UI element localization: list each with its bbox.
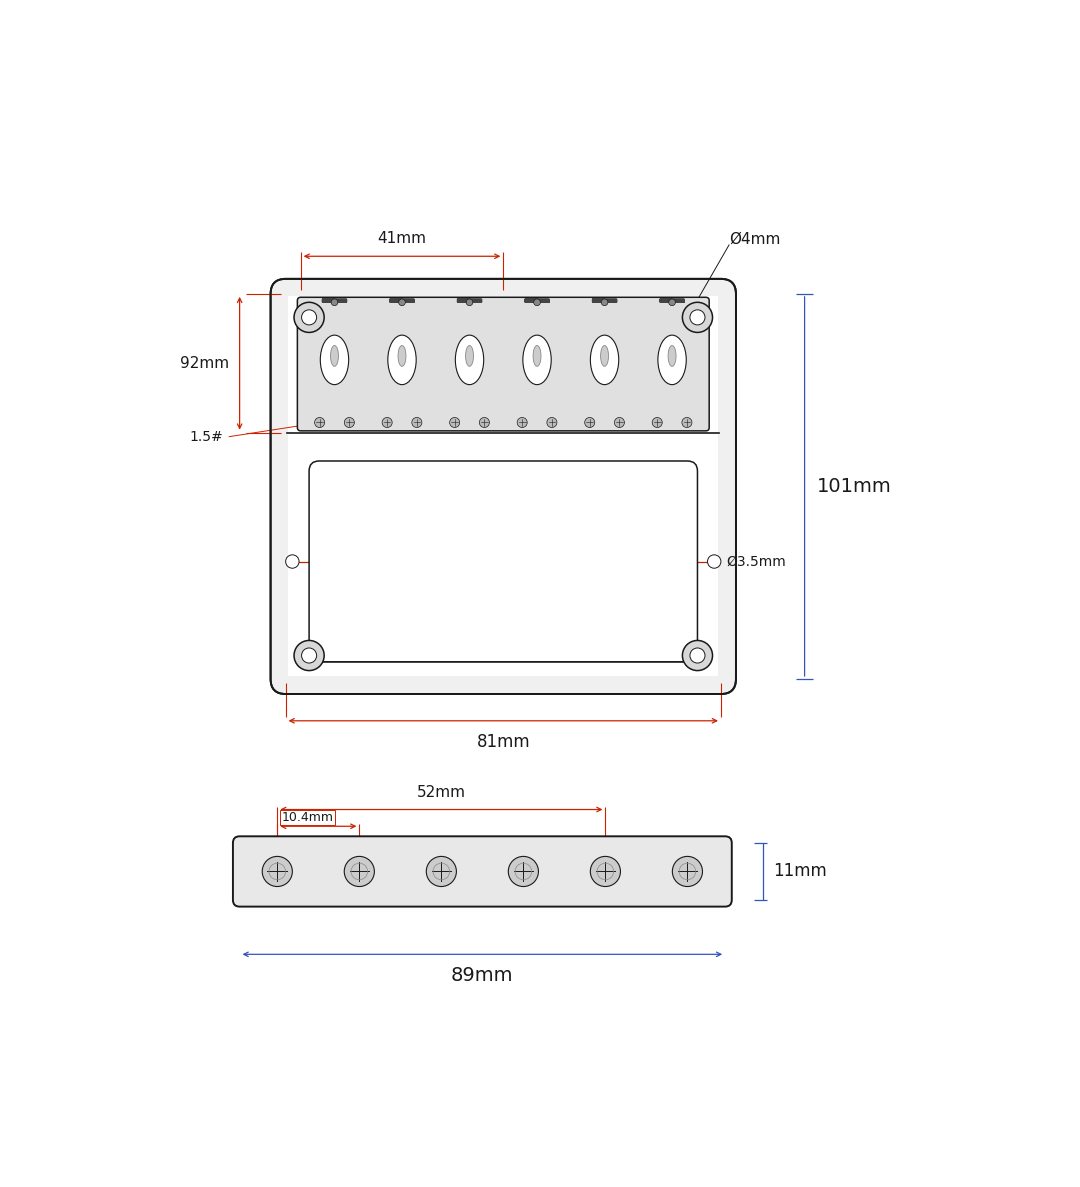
Circle shape	[669, 299, 675, 305]
Circle shape	[285, 554, 299, 569]
Circle shape	[673, 856, 702, 887]
Circle shape	[707, 554, 721, 569]
Ellipse shape	[658, 335, 686, 385]
Circle shape	[683, 641, 713, 671]
Circle shape	[427, 856, 457, 887]
Circle shape	[301, 310, 316, 325]
Circle shape	[345, 856, 375, 887]
Ellipse shape	[669, 345, 676, 367]
Circle shape	[615, 418, 624, 427]
Circle shape	[534, 299, 540, 305]
Text: 101mm: 101mm	[818, 477, 892, 496]
Ellipse shape	[465, 345, 473, 367]
Circle shape	[546, 418, 557, 427]
Ellipse shape	[330, 345, 338, 367]
FancyBboxPatch shape	[309, 461, 698, 662]
FancyBboxPatch shape	[233, 837, 732, 907]
Circle shape	[681, 418, 692, 427]
Ellipse shape	[591, 335, 619, 385]
Ellipse shape	[399, 345, 406, 367]
FancyBboxPatch shape	[297, 297, 710, 431]
Circle shape	[262, 856, 293, 887]
Ellipse shape	[456, 335, 484, 385]
Text: 81mm: 81mm	[476, 732, 530, 750]
Text: 11mm: 11mm	[773, 863, 826, 881]
Circle shape	[591, 856, 620, 887]
Text: 70mm: 70mm	[478, 615, 528, 630]
Circle shape	[584, 418, 595, 427]
Circle shape	[602, 299, 608, 305]
Ellipse shape	[388, 335, 416, 385]
Bar	[288, 297, 718, 677]
Ellipse shape	[321, 335, 349, 385]
Circle shape	[690, 648, 705, 664]
Circle shape	[480, 418, 489, 427]
Text: 10.4mm: 10.4mm	[282, 811, 334, 824]
Text: Ø3.5mm: Ø3.5mm	[727, 554, 786, 569]
Text: 39mm: 39mm	[332, 483, 381, 499]
Circle shape	[690, 310, 705, 325]
Circle shape	[301, 648, 316, 664]
Circle shape	[517, 418, 527, 427]
Circle shape	[411, 418, 422, 427]
Text: Ø4mm: Ø4mm	[729, 231, 781, 246]
Text: 41mm: 41mm	[378, 231, 427, 246]
Ellipse shape	[523, 335, 551, 385]
Ellipse shape	[600, 345, 608, 367]
Circle shape	[399, 299, 405, 305]
FancyBboxPatch shape	[271, 279, 735, 694]
Circle shape	[509, 856, 539, 887]
Circle shape	[294, 641, 324, 671]
Text: 78mm: 78mm	[478, 532, 528, 546]
Circle shape	[332, 299, 338, 305]
Circle shape	[382, 418, 392, 427]
Circle shape	[345, 418, 354, 427]
Circle shape	[314, 418, 325, 427]
Circle shape	[652, 418, 662, 427]
Circle shape	[449, 418, 460, 427]
Circle shape	[683, 303, 713, 332]
Text: 1.5#: 1.5#	[189, 430, 222, 444]
Text: 89mm: 89mm	[451, 966, 514, 985]
Circle shape	[467, 299, 473, 305]
Text: 92mm: 92mm	[180, 356, 230, 370]
Ellipse shape	[534, 345, 541, 367]
Text: 52mm: 52mm	[417, 786, 465, 800]
Circle shape	[294, 303, 324, 332]
